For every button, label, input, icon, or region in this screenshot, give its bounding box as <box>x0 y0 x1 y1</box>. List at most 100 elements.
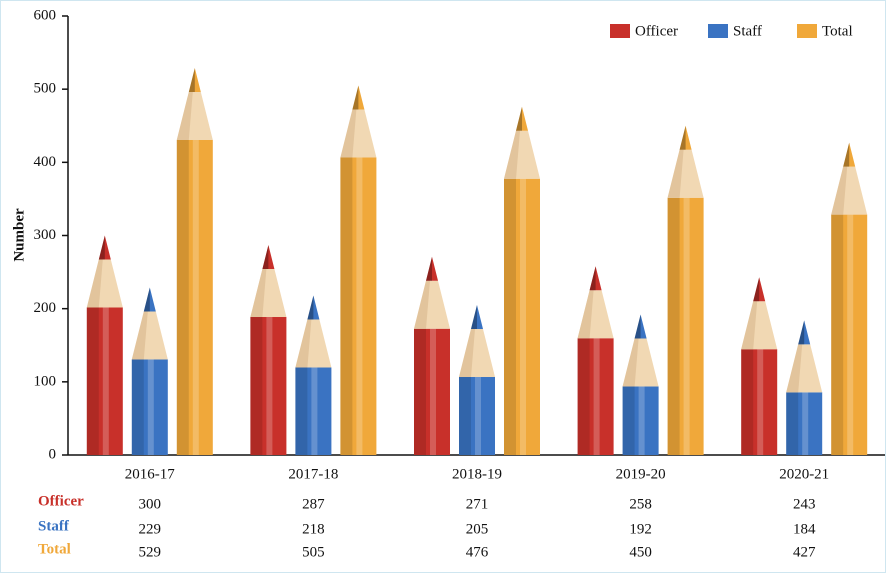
pencil-lead <box>143 287 156 312</box>
y-tick-label: 0 <box>49 446 57 462</box>
pencil-bar <box>414 256 450 455</box>
pencil-wood-shade <box>667 149 684 198</box>
pencil-lead <box>188 67 201 92</box>
pencil-wood-shade <box>86 259 103 308</box>
pencil-highlight <box>192 139 199 455</box>
pencil-shade <box>577 338 590 455</box>
table-value: 450 <box>629 544 652 560</box>
pencil-lead-shade <box>143 287 150 312</box>
y-tick-label: 500 <box>34 81 57 97</box>
pencil-lead <box>307 295 320 320</box>
pencil-wood-shade <box>340 109 357 158</box>
pencil-lead-shade <box>262 245 269 270</box>
y-tick-label: 300 <box>34 227 57 243</box>
pencil-shade <box>741 349 754 455</box>
table-row-label: Total <box>38 541 71 557</box>
table-value: 258 <box>629 496 652 512</box>
pencil-wood-shade <box>459 329 475 378</box>
pencil-highlight <box>593 338 600 455</box>
pencil-lead <box>426 256 438 281</box>
pencil-lead <box>262 245 275 270</box>
table-value: 229 <box>139 521 162 537</box>
pencil-wood-shade <box>622 338 639 387</box>
x-tick-label: 2019-20 <box>616 466 666 482</box>
pencil-bar <box>340 85 377 455</box>
pencil-shade <box>459 377 471 455</box>
pencil-lead-shade <box>98 235 105 260</box>
pencil-lead-shade <box>352 85 359 110</box>
pencil-highlight <box>311 367 318 455</box>
pencil-highlight <box>475 377 481 455</box>
pencil-body <box>667 197 704 455</box>
pencil-bar <box>250 245 287 455</box>
y-axis-label: Number <box>11 208 27 262</box>
pencil-lead-shade <box>188 67 195 92</box>
pencil-lead <box>679 125 692 150</box>
pencil-lead <box>98 235 111 260</box>
pencil-body <box>176 139 213 455</box>
pencil-wood-shade <box>176 91 193 140</box>
y-tick-label: 600 <box>34 7 57 23</box>
pencil-bar <box>459 305 495 455</box>
pencil-wood-shade <box>786 344 803 393</box>
pencil-bar <box>176 67 213 455</box>
legend-swatch <box>708 24 728 38</box>
x-tick-label: 2017-18 <box>288 466 338 482</box>
pencil-lead-shade <box>307 295 314 320</box>
table-value: 184 <box>793 521 816 537</box>
legend-swatch <box>610 24 630 38</box>
pencil-highlight <box>147 359 154 455</box>
pencil-shade <box>622 386 635 455</box>
pencil-highlight <box>520 178 526 455</box>
pencil-lead <box>843 142 856 167</box>
table-row-label: Staff <box>38 518 70 534</box>
y-tick-label: 100 <box>34 373 57 389</box>
pencil-lead <box>471 305 483 330</box>
pencil-highlight <box>102 307 109 455</box>
pencil-body <box>504 178 540 455</box>
pencil-lead <box>589 266 602 291</box>
y-tick-label: 200 <box>34 300 57 316</box>
pencil-body <box>741 349 778 455</box>
pencil-bar <box>504 106 540 455</box>
table-value: 427 <box>793 544 816 560</box>
pencil-shade <box>250 317 263 455</box>
y-tick-label: 400 <box>34 154 57 170</box>
pencil-shade <box>340 157 353 455</box>
pencil-highlight <box>802 392 809 455</box>
pencil-body <box>786 392 823 455</box>
table-value: 300 <box>139 496 162 512</box>
pencil-body <box>622 386 659 455</box>
pencil-wood-shade <box>741 301 758 350</box>
pencil-lead <box>516 106 528 131</box>
pencil-lead-shade <box>843 142 850 167</box>
pencil-bar <box>295 295 332 455</box>
pencil-shade <box>504 178 516 455</box>
legend-swatch <box>797 24 817 38</box>
pencil-bar <box>667 125 704 455</box>
pencil-highlight <box>266 317 273 455</box>
pencil-shade <box>667 197 680 455</box>
pencil-highlight <box>430 328 436 455</box>
pencil-wood-shade <box>295 319 312 368</box>
pencil-lead <box>634 314 647 339</box>
pencil-body <box>577 338 614 455</box>
pencil-wood-shade <box>414 280 430 329</box>
pencil-body <box>459 377 495 455</box>
pencil-lead-shade <box>471 305 477 330</box>
pencil-lead-shade <box>589 266 596 291</box>
pencil-wood-shade <box>504 130 520 179</box>
pencil-body <box>831 214 868 455</box>
table-value: 529 <box>139 544 162 560</box>
pencil-wood-shade <box>131 311 148 360</box>
pencil-bar <box>741 277 778 455</box>
pencil-body <box>340 157 377 455</box>
pencil-highlight <box>638 386 645 455</box>
pencil-wood-shade <box>831 166 848 215</box>
pencil-highlight <box>847 214 854 455</box>
x-tick-label: 2018-19 <box>452 466 502 482</box>
pencil-body <box>131 359 168 455</box>
pencil-highlight <box>356 157 363 455</box>
